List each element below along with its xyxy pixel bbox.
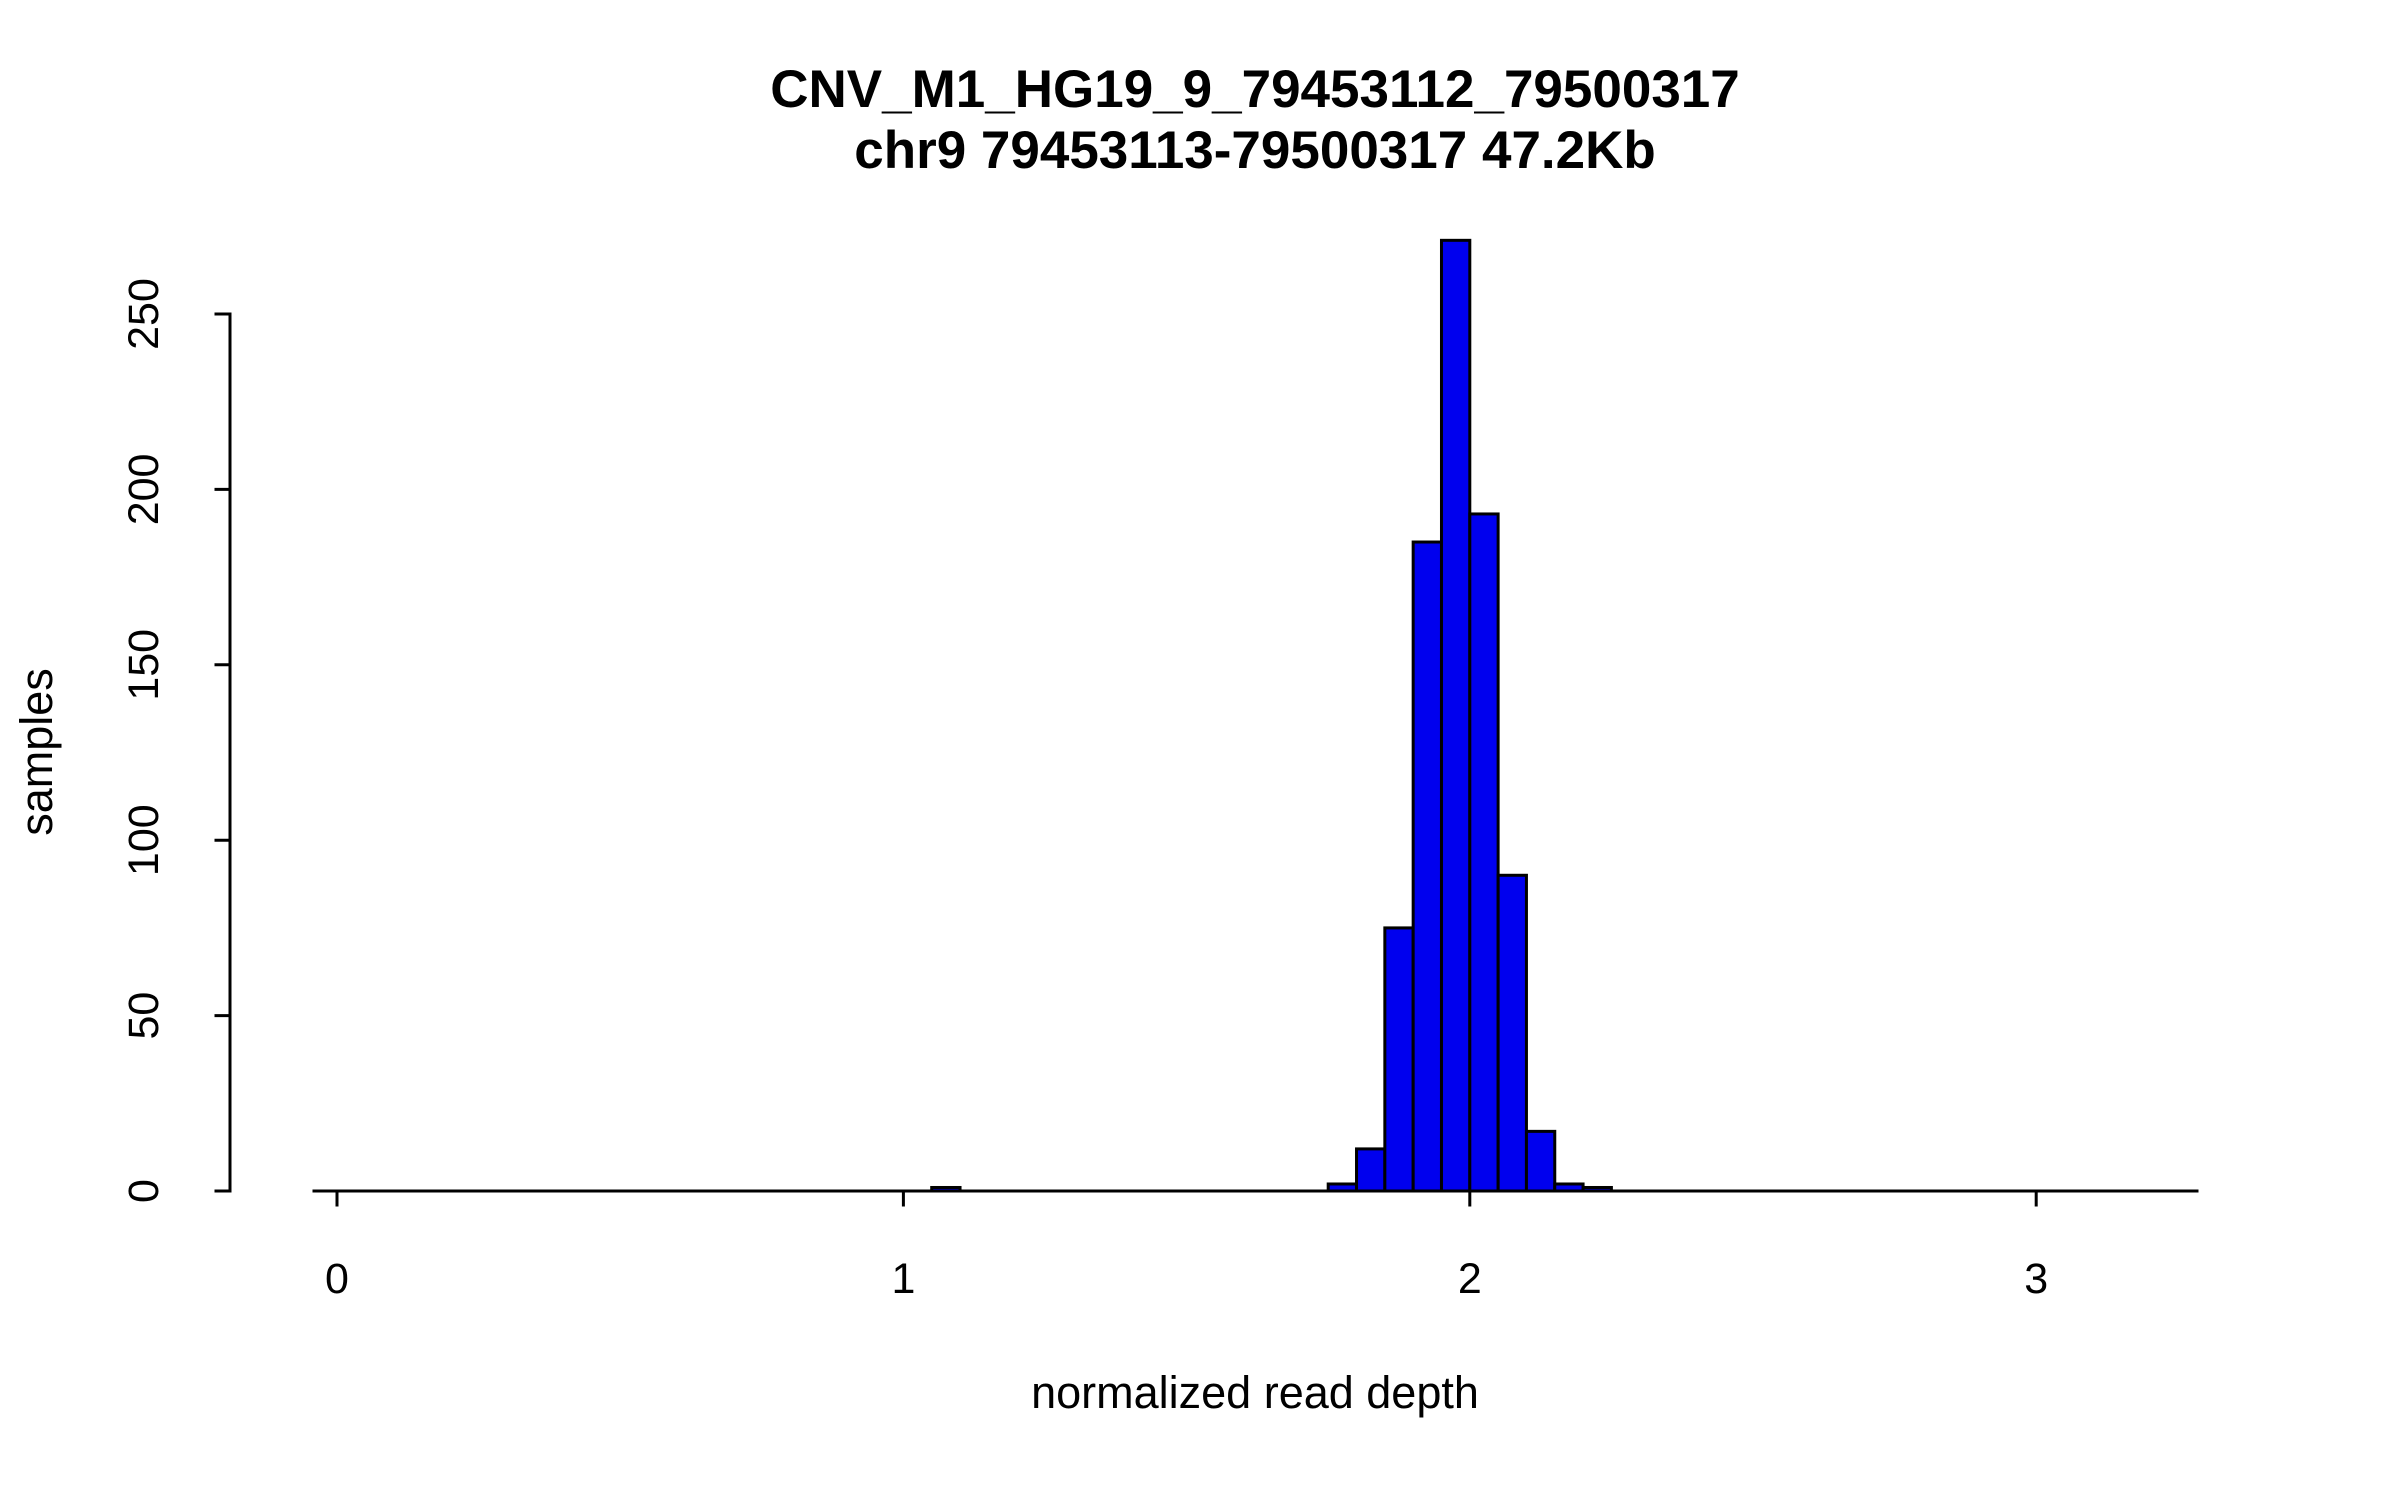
x-tick-label: 0 (325, 1255, 349, 1303)
chart-title: CNV_M1_HG19_9_79453112_79500317 (770, 60, 1740, 119)
x-tick-label: 1 (891, 1255, 915, 1303)
x-tick-label: 3 (2024, 1255, 2048, 1303)
histogram-bar (1355, 1147, 1387, 1193)
histogram-bar (1326, 1182, 1359, 1193)
y-tick-label: 100 (120, 804, 168, 876)
histogram-bar (1439, 238, 1472, 1193)
y-tick-label: 50 (120, 992, 168, 1040)
histogram-bar (1468, 512, 1500, 1193)
y-axis-label: samples (11, 668, 62, 836)
histogram-bar (1581, 1185, 1613, 1193)
histogram-bar (1553, 1182, 1585, 1193)
x-axis-label: normalized read depth (1031, 1367, 1479, 1418)
y-tick-label: 0 (120, 1179, 168, 1203)
y-tick-label: 250 (120, 278, 168, 350)
histogram-bar (1411, 540, 1443, 1193)
y-tick-label: 150 (120, 629, 168, 701)
plot-area: 0 1 2 3 0 50 100 150 200 250 (120, 238, 2199, 1303)
histogram-bar (930, 1185, 962, 1193)
histogram-bar (1383, 926, 1415, 1193)
chart-subtitle: chr9 79453113-79500317 47.2Kb (854, 121, 1656, 180)
histogram-bar (1524, 1129, 1557, 1193)
y-tick-label: 200 (120, 454, 168, 526)
histogram-bar (1496, 873, 1528, 1193)
x-tick-label: 2 (1458, 1255, 1482, 1303)
